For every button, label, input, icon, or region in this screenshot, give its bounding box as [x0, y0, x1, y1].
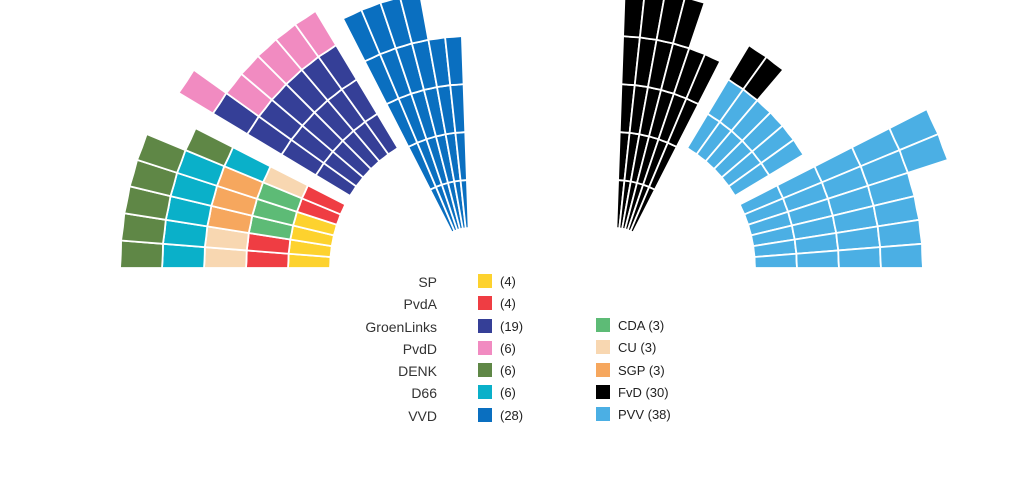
- legend-label: SP: [418, 274, 437, 290]
- legend-swatch: [596, 340, 610, 355]
- legend-swatch: [478, 318, 492, 333]
- seat-fvd: [685, 52, 722, 106]
- legend-swatch: [478, 385, 492, 400]
- legend-right: CDA (3) CU (3) SGP (3) FvD (30) PVV (38): [596, 316, 756, 427]
- legend-count: (6): [500, 385, 516, 401]
- legend-left: SP (4) PvdA (4) GroenLinks (19) PvdD (6)…: [330, 272, 530, 428]
- legend-item-cu: CU (3): [596, 338, 756, 360]
- legend-label: GroenLinks: [365, 318, 437, 335]
- legend-item-pvdd: PvdD (6): [330, 339, 530, 361]
- legend-count: (19): [500, 318, 524, 334]
- legend-item-vvd: VVD (28): [330, 406, 530, 428]
- legend-label: DENK: [398, 363, 437, 380]
- legend-item-d66: D66 (6): [330, 383, 530, 405]
- legend-item-sgp: SGP (3): [596, 361, 756, 383]
- legend-label: D66: [411, 385, 437, 402]
- legend-label: CU (3): [618, 340, 657, 356]
- seat-fvd: [655, 0, 686, 45]
- legend-count: (6): [500, 363, 516, 379]
- legend-label: PVV (38): [618, 407, 671, 423]
- legend-item-pvv: PVV (38): [596, 405, 756, 427]
- legend-label: PvdD: [402, 340, 437, 357]
- right-wing-seats: [615, 0, 950, 269]
- seat-fvd: [672, 0, 706, 50]
- seat-denk: [135, 132, 187, 174]
- legend-swatch: [478, 340, 492, 355]
- seat-fvd: [622, 0, 645, 39]
- legend-count: (6): [500, 340, 516, 356]
- legend-item-fvd: FvD (30): [596, 383, 756, 405]
- seat-vvd: [444, 35, 465, 86]
- legend-label: VVD: [408, 407, 437, 424]
- left-wing-seats: [119, 0, 470, 269]
- legend-swatch: [596, 318, 610, 332]
- seat-pvv: [879, 242, 924, 269]
- legend-swatch: [478, 407, 492, 422]
- seat-pvv: [837, 246, 882, 269]
- seat-denk: [119, 239, 164, 269]
- legend-swatch: [596, 362, 610, 377]
- seat-vvd: [399, 0, 430, 45]
- legend-item-pvda: PvdA (4): [330, 294, 530, 316]
- legend-label: FvD (30): [618, 384, 669, 400]
- legend-swatch: [596, 407, 610, 422]
- seat-pvdd: [177, 68, 228, 115]
- legend-label: CDA (3): [618, 318, 665, 333]
- seat-fvd: [742, 55, 785, 102]
- legend-item-groenlinks: GroenLinks (19): [330, 317, 530, 339]
- legend-item-denk: DENK (6): [330, 361, 530, 383]
- legend-count: (4): [500, 274, 516, 289]
- legend-swatch: [478, 363, 492, 378]
- seat-pvv: [753, 252, 798, 269]
- seat-pvv: [795, 249, 840, 269]
- seat-vvd: [379, 0, 413, 50]
- legend-count: (4): [500, 296, 516, 312]
- legend-item-cda: CDA (3): [596, 316, 756, 338]
- legend-item-sp: SP (4): [330, 272, 530, 294]
- seat-denk: [184, 126, 235, 168]
- seat-pvv: [760, 138, 805, 177]
- legend-label: SGP (3): [618, 362, 665, 378]
- legend-count: (28): [500, 407, 524, 423]
- seat-pvv: [898, 132, 950, 174]
- legend-swatch: [478, 296, 492, 311]
- legend-swatch: [478, 274, 492, 288]
- legend-swatch: [596, 384, 610, 399]
- legend-label: PvdA: [403, 296, 437, 313]
- seat-pvdd: [293, 9, 338, 58]
